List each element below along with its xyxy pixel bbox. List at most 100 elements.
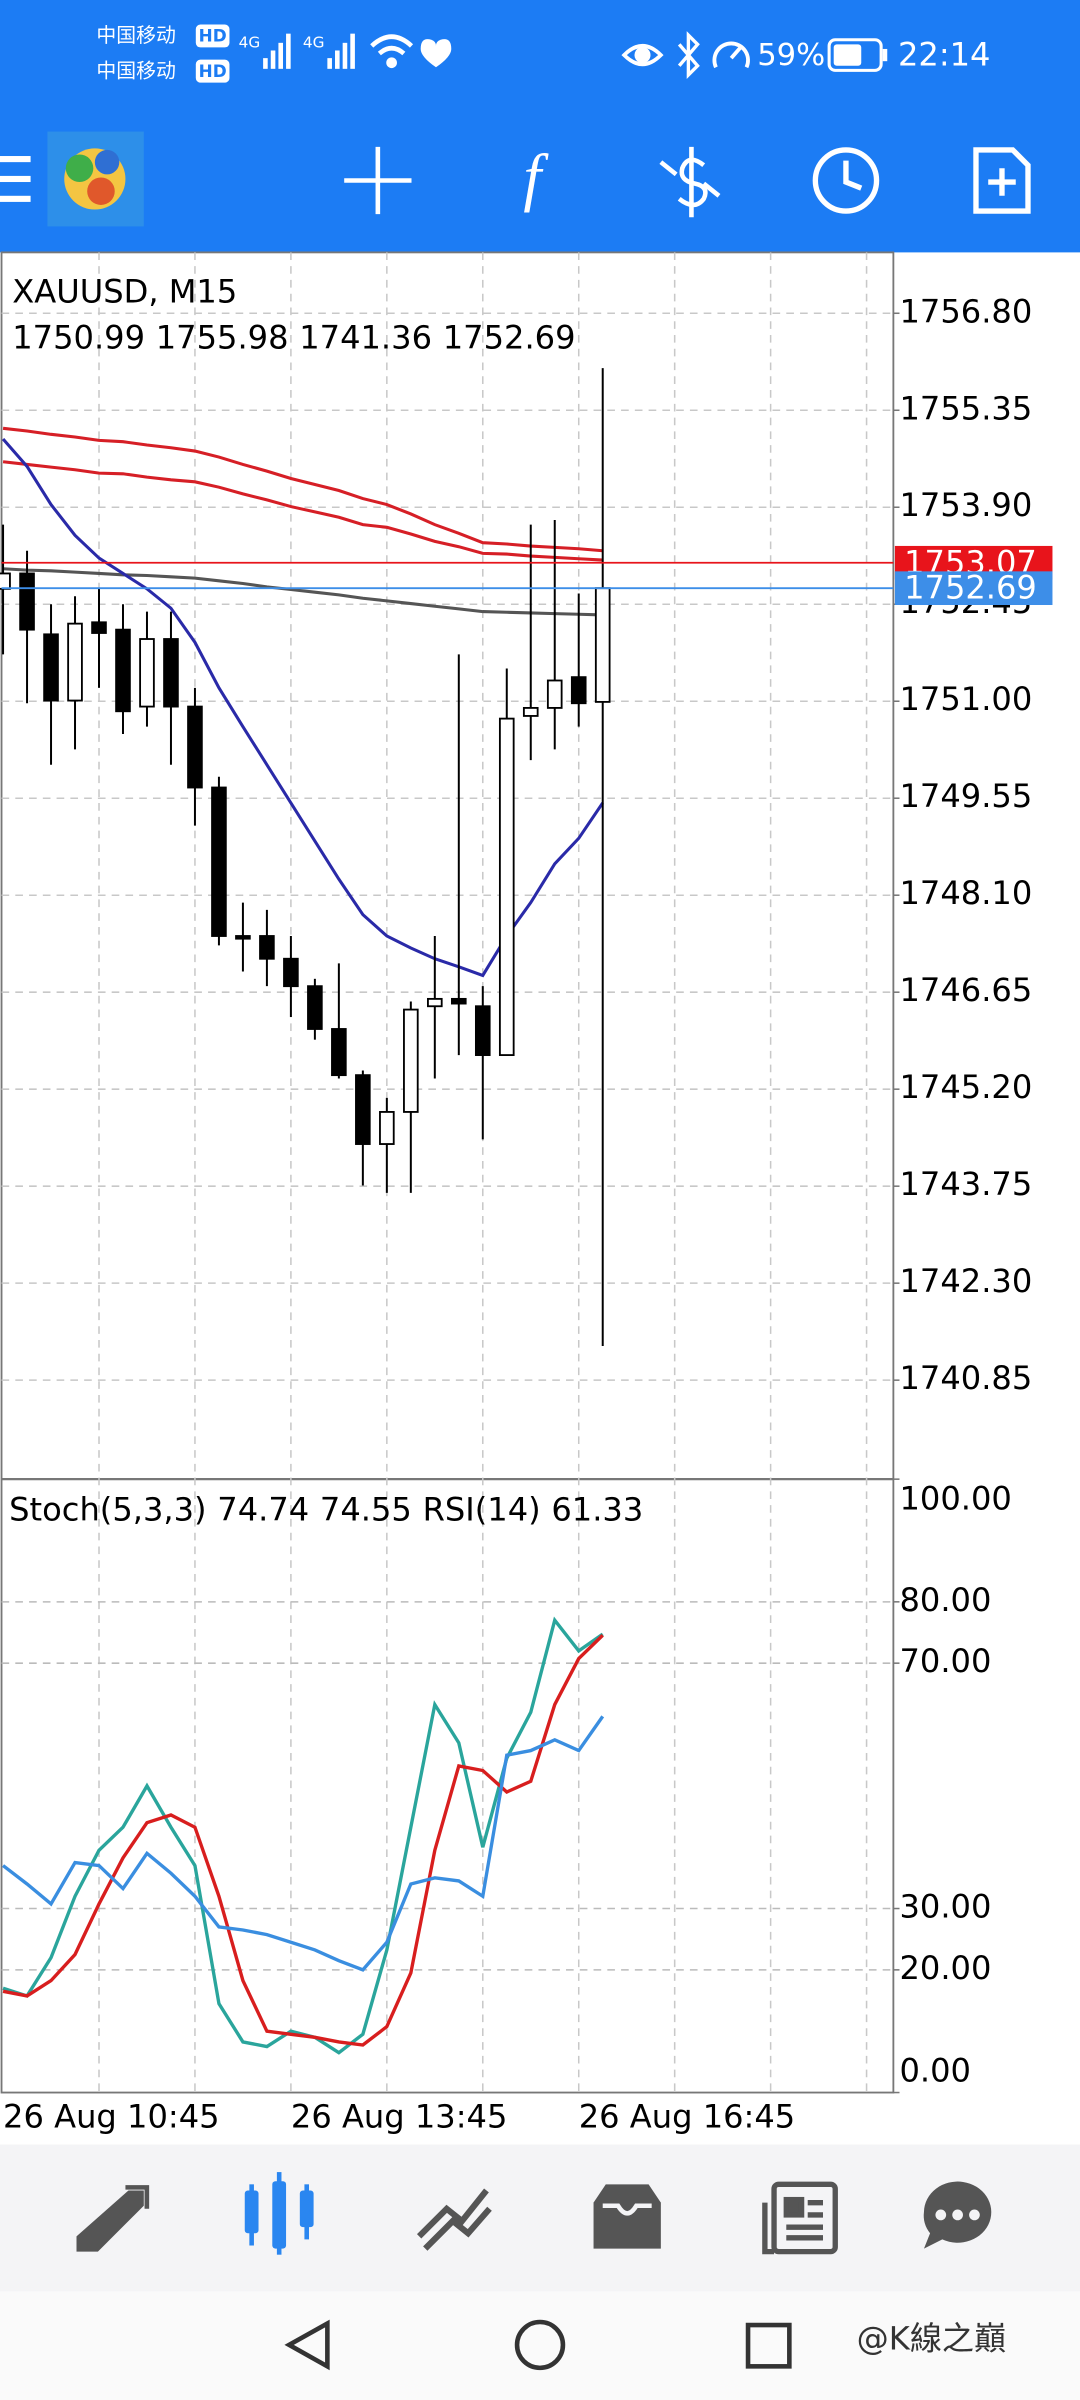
x-tick-label: 26 Aug 10:45 (3, 2098, 220, 2136)
battery-level: 59% (757, 38, 825, 73)
watermark: @K線之巔 (857, 2319, 1007, 2357)
ohlc-readout: 1750.99 1755.98 1741.36 1752.69 (12, 319, 575, 357)
speed-icon (712, 41, 750, 69)
candle-body (259, 935, 275, 960)
trade-button[interactable] (659, 146, 721, 218)
rsi-name: RSI(14) (423, 1490, 541, 1528)
battery-tip (882, 48, 888, 62)
y-tick-label: 1745.20 (899, 1068, 1032, 1106)
chart-frame (0, 251, 895, 2094)
candle-body (235, 935, 251, 940)
candle-body (163, 638, 179, 708)
stoch-signal: 74.55 (320, 1490, 412, 1528)
y-tick-label: 80.00 (899, 1581, 991, 1619)
hd-label: HD (199, 61, 227, 81)
y-tick-label: 30.00 (899, 1888, 991, 1926)
candle-body (450, 997, 467, 1005)
carrier: 中国移动 (96, 24, 176, 47)
candle-body (570, 676, 587, 705)
y-tick-label: 1746.65 (899, 971, 1032, 1009)
candle-body (498, 717, 515, 1056)
chat-tab[interactable] (923, 2181, 992, 2249)
moving-average (2, 426, 603, 553)
candle-body (546, 679, 563, 709)
y-tick-label: 1756.80 (899, 292, 1032, 330)
signal-icon (263, 33, 291, 69)
y-tick-label: 70.00 (899, 1642, 991, 1680)
candle-body (0, 572, 11, 590)
hd-badge (195, 59, 230, 83)
candle-body (211, 786, 227, 937)
moving-average (2, 567, 603, 617)
candle-body (19, 572, 35, 631)
candle-body (379, 1111, 395, 1145)
wifi-icon (370, 34, 414, 69)
health-icon (420, 39, 452, 68)
y-tick-label: 1751.00 (899, 680, 1032, 718)
y-tick-label: 20.00 (899, 1949, 991, 1987)
candle-body (67, 622, 83, 702)
battery-fill (833, 44, 862, 66)
candle-body (331, 1028, 347, 1077)
high-readout: 1755.98 (156, 319, 289, 357)
trade-tab[interactable] (416, 2188, 492, 2251)
history-button[interactable] (812, 147, 880, 214)
y-tick-label: 100.00 (899, 1480, 1011, 1518)
stoch-name: Stoch(5,3,3) (9, 1490, 206, 1528)
back-button[interactable] (284, 2319, 330, 2371)
network: 4G (239, 33, 261, 51)
stoch-main: 74.74 (217, 1490, 309, 1528)
indicator-chart: 0.00 20.00 30.00 70.00 80.00 100.00 (1, 1478, 1012, 2094)
y-tick-label: 1749.55 (899, 777, 1032, 815)
signal-icon (327, 33, 355, 69)
chart-tab[interactable] (244, 2172, 314, 2255)
x-tick-label: 26 Aug 16:45 (579, 2098, 796, 2136)
low-readout: 1741.36 (299, 319, 432, 357)
price-chart: 1756.801755.351753.901752.451751.001749.… (0, 252, 1053, 2136)
hd-label: HD (199, 26, 227, 46)
system-nav (0, 2291, 1080, 2400)
y-tick-label: 1755.35 (899, 389, 1032, 427)
price-label-box (894, 571, 1053, 606)
price-label: 1752.69 (904, 569, 1037, 607)
y-tick-label: 1753.90 (899, 486, 1032, 524)
candle-body (91, 621, 107, 634)
indicator-title: Stoch(5,3,3) 74.74 74.55 RSI(14) 61.33 (9, 1490, 643, 1528)
recents-button[interactable] (745, 2322, 792, 2369)
moving-average (2, 460, 603, 562)
bottom-nav (0, 2144, 1080, 2292)
candle-body (474, 1005, 491, 1056)
candle-body (187, 705, 203, 789)
open-readout: 1750.99 (12, 319, 145, 357)
app-logo[interactable] (47, 131, 144, 227)
crosshair-button[interactable] (344, 146, 412, 215)
candle-body (115, 628, 131, 713)
candle-body (594, 587, 611, 703)
history-tab[interactable] (593, 2184, 661, 2249)
candle-body (427, 997, 443, 1008)
x-tick-label: 26 Aug 13:45 (291, 2098, 508, 2136)
clock: 22:14 (898, 36, 991, 74)
y-tick-label: 1740.85 (899, 1359, 1032, 1397)
eye-icon (621, 43, 664, 67)
bluetooth-icon (677, 31, 700, 80)
chart-title: XAUUSD, M15 (12, 273, 237, 311)
y-tick-label: 1742.30 (899, 1262, 1032, 1300)
menu-button[interactable] (0, 156, 31, 202)
app-bar (0, 0, 1080, 253)
y-tick-label: 1743.75 (899, 1165, 1032, 1203)
candle-body (307, 985, 323, 1030)
new-order-button[interactable] (973, 147, 1031, 214)
network: 4G (303, 33, 325, 51)
indicator-line (2, 1715, 605, 1972)
candle-body (139, 638, 155, 708)
news-tab[interactable] (762, 2181, 838, 2255)
quotes-tab[interactable] (76, 2185, 150, 2252)
home-button[interactable] (514, 2319, 566, 2371)
rsi-value: 61.33 (551, 1490, 643, 1528)
candle-body (43, 633, 59, 702)
y-tick-label: 1748.10 (899, 874, 1032, 912)
candle-body (283, 957, 299, 988)
